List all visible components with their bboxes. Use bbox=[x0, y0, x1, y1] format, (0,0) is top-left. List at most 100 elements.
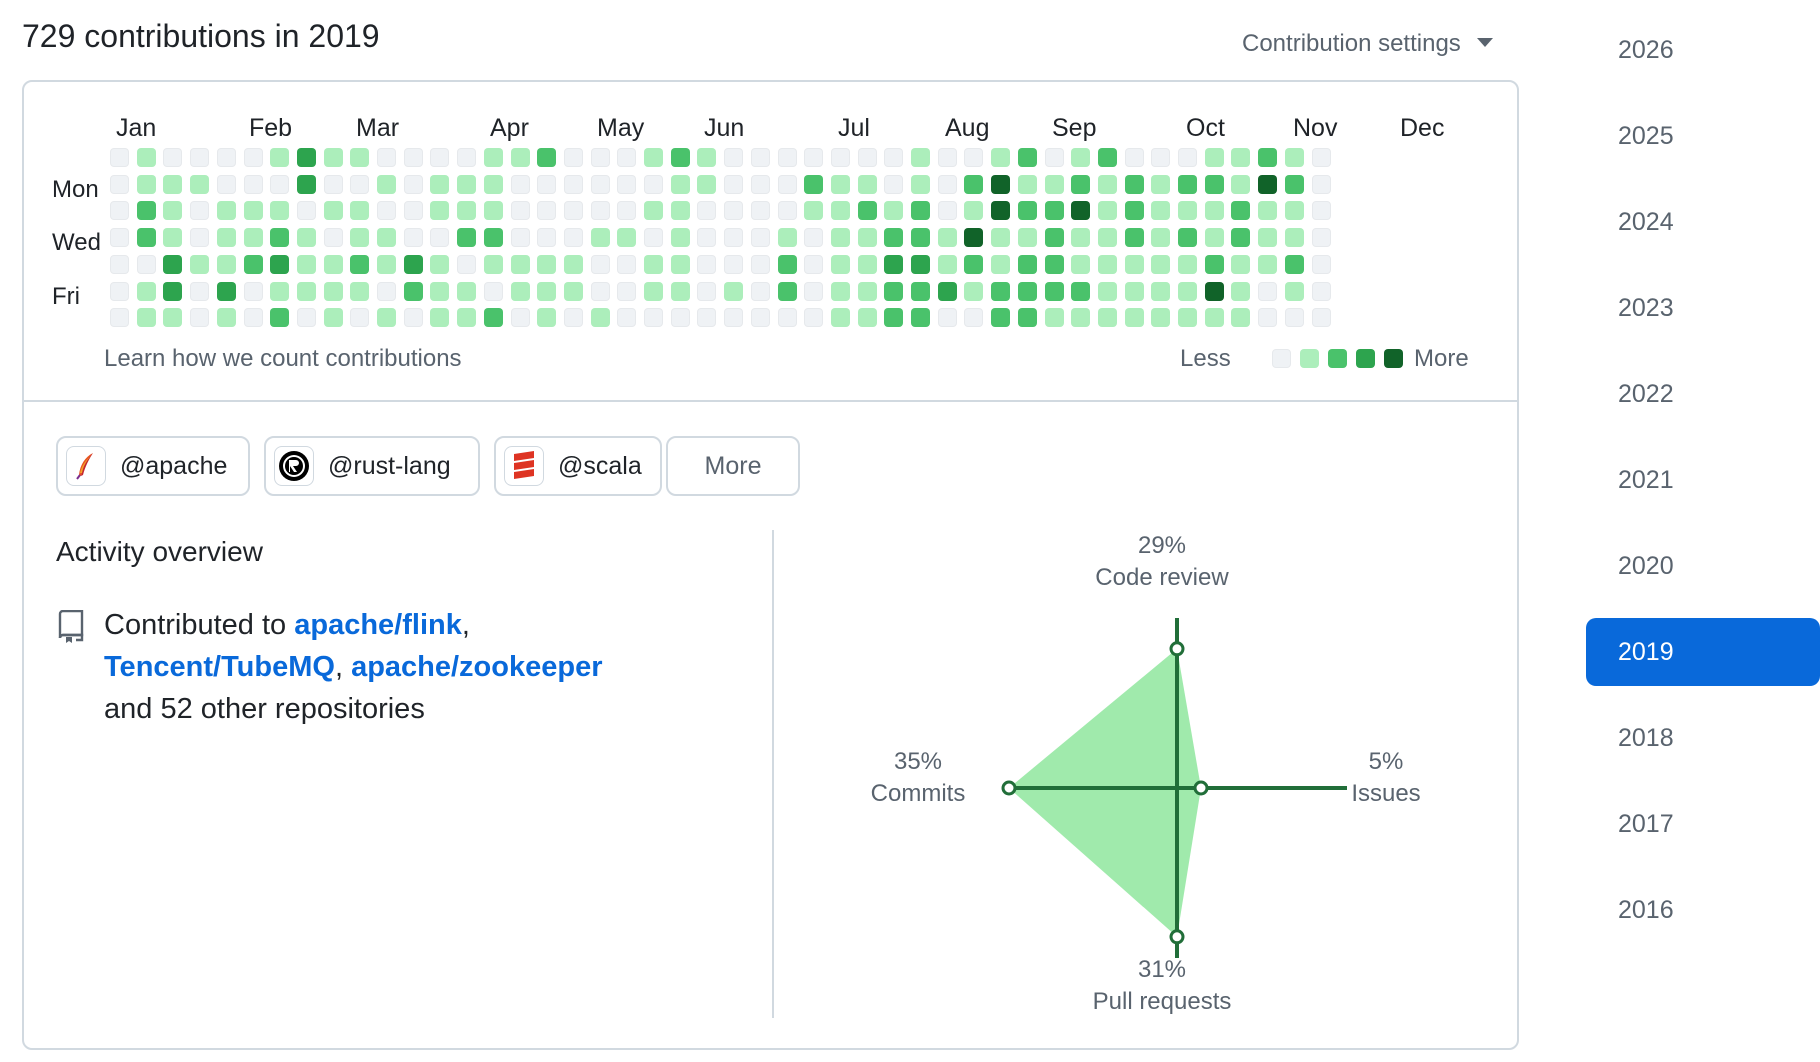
contribution-day-cell[interactable] bbox=[270, 308, 289, 327]
contribution-day-cell[interactable] bbox=[137, 201, 156, 220]
contribution-day-cell[interactable] bbox=[804, 175, 823, 194]
contribution-day-cell[interactable] bbox=[1258, 201, 1277, 220]
contribution-day-cell[interactable] bbox=[217, 228, 236, 247]
contribution-day-cell[interactable] bbox=[724, 148, 743, 167]
contribution-day-cell[interactable] bbox=[724, 175, 743, 194]
contribution-day-cell[interactable] bbox=[751, 255, 770, 274]
contribution-day-cell[interactable] bbox=[991, 148, 1010, 167]
year-link-2016[interactable]: 2016 bbox=[1618, 895, 1674, 924]
contribution-day-cell[interactable] bbox=[297, 255, 316, 274]
contribution-day-cell[interactable] bbox=[724, 228, 743, 247]
contribution-day-cell[interactable] bbox=[964, 308, 983, 327]
contribution-day-cell[interactable] bbox=[591, 308, 610, 327]
contribution-day-cell[interactable] bbox=[1258, 148, 1277, 167]
contribution-day-cell[interactable] bbox=[1205, 201, 1224, 220]
contribution-day-cell[interactable] bbox=[1312, 282, 1331, 301]
contribution-day-cell[interactable] bbox=[297, 175, 316, 194]
year-link-2022[interactable]: 2022 bbox=[1618, 379, 1674, 408]
contribution-day-cell[interactable] bbox=[297, 228, 316, 247]
contribution-day-cell[interactable] bbox=[911, 175, 930, 194]
contribution-day-cell[interactable] bbox=[324, 308, 343, 327]
contribution-day-cell[interactable] bbox=[1151, 228, 1170, 247]
contribution-day-cell[interactable] bbox=[644, 201, 663, 220]
contribution-day-cell[interactable] bbox=[831, 255, 850, 274]
contribution-day-cell[interactable] bbox=[1151, 308, 1170, 327]
contribution-day-cell[interactable] bbox=[1312, 228, 1331, 247]
year-link-2024[interactable]: 2024 bbox=[1618, 207, 1674, 236]
contribution-day-cell[interactable] bbox=[831, 308, 850, 327]
contribution-day-cell[interactable] bbox=[671, 308, 690, 327]
contribution-day-cell[interactable] bbox=[217, 175, 236, 194]
contribution-day-cell[interactable] bbox=[778, 282, 797, 301]
contribution-day-cell[interactable] bbox=[1258, 175, 1277, 194]
contribution-day-cell[interactable] bbox=[1258, 228, 1277, 247]
contribution-day-cell[interactable] bbox=[190, 255, 209, 274]
contribution-day-cell[interactable] bbox=[163, 308, 182, 327]
contribution-day-cell[interactable] bbox=[1312, 148, 1331, 167]
contribution-day-cell[interactable] bbox=[1125, 282, 1144, 301]
contribution-day-cell[interactable] bbox=[778, 201, 797, 220]
contribution-day-cell[interactable] bbox=[617, 255, 636, 274]
contribution-day-cell[interactable] bbox=[110, 228, 129, 247]
contribution-day-cell[interactable] bbox=[1018, 228, 1037, 247]
contribution-day-cell[interactable] bbox=[244, 228, 263, 247]
contribution-day-cell[interactable] bbox=[137, 228, 156, 247]
contribution-day-cell[interactable] bbox=[430, 175, 449, 194]
contribution-day-cell[interactable] bbox=[724, 201, 743, 220]
contribution-day-cell[interactable] bbox=[1285, 201, 1304, 220]
contribution-day-cell[interactable] bbox=[430, 228, 449, 247]
contribution-day-cell[interactable] bbox=[377, 255, 396, 274]
contribution-day-cell[interactable] bbox=[1098, 148, 1117, 167]
contribution-day-cell[interactable] bbox=[457, 282, 476, 301]
contribution-day-cell[interactable] bbox=[858, 308, 877, 327]
contribution-day-cell[interactable] bbox=[244, 255, 263, 274]
contribution-day-cell[interactable] bbox=[537, 148, 556, 167]
contribution-day-cell[interactable] bbox=[564, 282, 583, 301]
year-link-2026[interactable]: 2026 bbox=[1618, 35, 1674, 64]
year-link-2019[interactable]: 2019 bbox=[1586, 618, 1820, 686]
contribution-day-cell[interactable] bbox=[884, 308, 903, 327]
contribution-day-cell[interactable] bbox=[270, 201, 289, 220]
contribution-day-cell[interactable] bbox=[511, 201, 530, 220]
contribution-day-cell[interactable] bbox=[404, 255, 423, 274]
contribution-day-cell[interactable] bbox=[1312, 175, 1331, 194]
contribution-day-cell[interactable] bbox=[564, 228, 583, 247]
contribution-day-cell[interactable] bbox=[591, 255, 610, 274]
contribution-day-cell[interactable] bbox=[591, 148, 610, 167]
contribution-day-cell[interactable] bbox=[1045, 308, 1064, 327]
contribution-day-cell[interactable] bbox=[697, 228, 716, 247]
contribution-day-cell[interactable] bbox=[350, 255, 369, 274]
contribution-day-cell[interactable] bbox=[1205, 308, 1224, 327]
contribution-day-cell[interactable] bbox=[1231, 228, 1250, 247]
contribution-day-cell[interactable] bbox=[217, 148, 236, 167]
contribution-day-cell[interactable] bbox=[457, 228, 476, 247]
contribution-day-cell[interactable] bbox=[217, 282, 236, 301]
contribution-day-cell[interactable] bbox=[190, 228, 209, 247]
contribution-day-cell[interactable] bbox=[697, 148, 716, 167]
contribution-day-cell[interactable] bbox=[671, 228, 690, 247]
contribution-day-cell[interactable] bbox=[671, 282, 690, 301]
contribution-day-cell[interactable] bbox=[163, 228, 182, 247]
contribution-day-cell[interactable] bbox=[324, 175, 343, 194]
contribution-day-cell[interactable] bbox=[778, 175, 797, 194]
contribution-day-cell[interactable] bbox=[671, 148, 690, 167]
contribution-day-cell[interactable] bbox=[724, 308, 743, 327]
contribution-day-cell[interactable] bbox=[644, 148, 663, 167]
contribution-day-cell[interactable] bbox=[1125, 255, 1144, 274]
contribution-day-cell[interactable] bbox=[1285, 228, 1304, 247]
contribution-day-cell[interactable] bbox=[457, 148, 476, 167]
contribution-day-cell[interactable] bbox=[1071, 282, 1090, 301]
contribution-day-cell[interactable] bbox=[430, 255, 449, 274]
contribution-day-cell[interactable] bbox=[1178, 255, 1197, 274]
contribution-day-cell[interactable] bbox=[911, 282, 930, 301]
contribution-day-cell[interactable] bbox=[377, 175, 396, 194]
contribution-day-cell[interactable] bbox=[911, 228, 930, 247]
contribution-day-cell[interactable] bbox=[190, 175, 209, 194]
contribution-day-cell[interactable] bbox=[991, 201, 1010, 220]
contribution-day-cell[interactable] bbox=[991, 175, 1010, 194]
contribution-day-cell[interactable] bbox=[617, 175, 636, 194]
contribution-day-cell[interactable] bbox=[537, 201, 556, 220]
contribution-day-cell[interactable] bbox=[884, 201, 903, 220]
contribution-day-cell[interactable] bbox=[751, 282, 770, 301]
contribution-day-cell[interactable] bbox=[591, 282, 610, 301]
